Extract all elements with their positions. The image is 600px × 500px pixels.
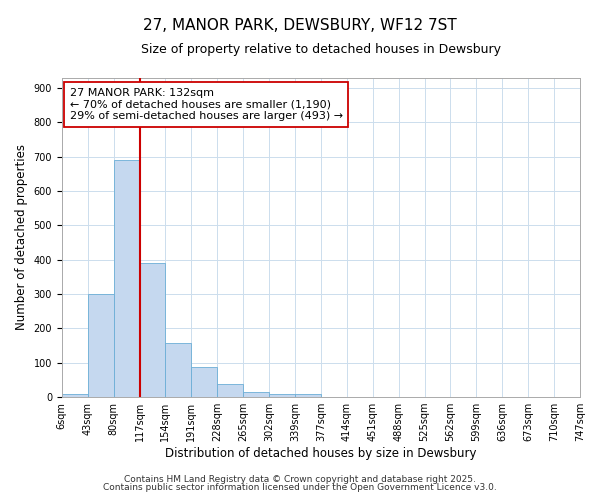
Bar bbox=[243, 392, 269, 397]
Title: Size of property relative to detached houses in Dewsbury: Size of property relative to detached ho… bbox=[141, 42, 501, 56]
Bar bbox=[166, 343, 191, 397]
Text: 27 MANOR PARK: 132sqm
← 70% of detached houses are smaller (1,190)
29% of semi-d: 27 MANOR PARK: 132sqm ← 70% of detached … bbox=[70, 88, 343, 121]
Text: Contains HM Land Registry data © Crown copyright and database right 2025.: Contains HM Land Registry data © Crown c… bbox=[124, 475, 476, 484]
X-axis label: Distribution of detached houses by size in Dewsbury: Distribution of detached houses by size … bbox=[165, 447, 476, 460]
Bar bbox=[88, 294, 113, 397]
Bar bbox=[140, 263, 166, 397]
Bar bbox=[269, 394, 295, 397]
Text: 27, MANOR PARK, DEWSBURY, WF12 7ST: 27, MANOR PARK, DEWSBURY, WF12 7ST bbox=[143, 18, 457, 32]
Bar bbox=[217, 384, 243, 397]
Text: Contains public sector information licensed under the Open Government Licence v3: Contains public sector information licen… bbox=[103, 483, 497, 492]
Bar bbox=[113, 160, 140, 397]
Y-axis label: Number of detached properties: Number of detached properties bbox=[15, 144, 28, 330]
Bar bbox=[191, 367, 217, 397]
Bar bbox=[62, 394, 88, 397]
Bar bbox=[295, 394, 321, 397]
